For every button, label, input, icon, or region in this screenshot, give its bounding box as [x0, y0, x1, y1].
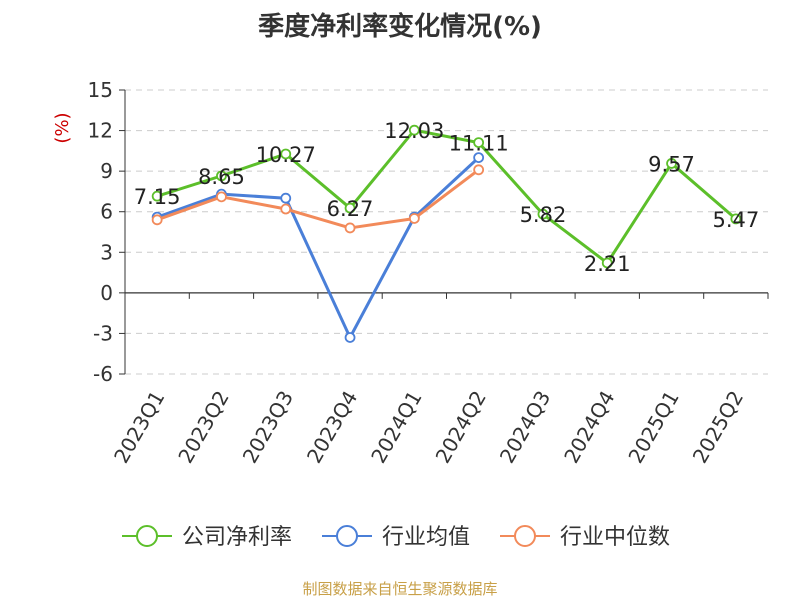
y-tick-label: -3: [93, 321, 113, 345]
chart-title: 季度净利率变化情况(%): [258, 12, 542, 42]
y-tick-label: 0: [100, 281, 113, 305]
series-point: [408, 213, 420, 224]
series-point: [344, 222, 356, 234]
data-label: 10.27: [256, 143, 316, 167]
series-point: [216, 191, 227, 203]
series-point: [280, 148, 292, 160]
legend-label: 行业均值: [382, 525, 470, 550]
x-tick-label: 2024Q1: [366, 387, 426, 468]
y-tick-label: 6: [100, 200, 113, 224]
series-line: [156, 168, 480, 230]
x-tick-label: 2023Q1: [109, 387, 169, 468]
series-lines: [151, 124, 742, 343]
series-point: [730, 213, 742, 225]
series-point: [344, 332, 356, 343]
data-label: 9.57: [648, 152, 695, 176]
series-point: [473, 137, 485, 149]
x-tick-label: 2025Q1: [623, 387, 683, 468]
y-tick-label: 3: [100, 240, 113, 264]
series-point: [216, 170, 227, 182]
legend-label: 行业中位数: [560, 525, 670, 550]
data-label: 8.65: [198, 165, 245, 189]
x-tick-label: 2023Q4: [302, 387, 362, 468]
y-tick-label: 15: [88, 78, 113, 102]
legend-marker: [136, 525, 158, 547]
x-tick-label: 2023Q2: [173, 387, 233, 468]
data-label: 11.11: [449, 132, 509, 156]
legend-marker: [336, 525, 358, 547]
series-point: [151, 190, 163, 202]
series-point: [537, 208, 549, 220]
series-point: [344, 202, 356, 214]
data-label: 6.27: [327, 197, 374, 221]
series-point: [408, 124, 420, 136]
x-tick-label: 2024Q2: [431, 387, 491, 468]
data-label: 12.03: [384, 119, 444, 143]
source-note: 制图数据来自恒生聚源数据库: [302, 580, 498, 598]
data-label: 5.82: [520, 203, 567, 227]
series-point: [280, 192, 292, 204]
x-tick-label: 2023Q3: [238, 387, 298, 468]
series-point: [473, 152, 485, 164]
y-tick-label: 12: [88, 119, 113, 143]
y-axis-label: (%): [52, 112, 73, 143]
series-point: [280, 203, 292, 215]
series-point: [151, 214, 163, 226]
legend-marker: [514, 525, 536, 547]
x-tick-label: 2024Q4: [559, 387, 619, 468]
grid-lines: [125, 89, 768, 375]
y-tick-label: 9: [100, 159, 113, 183]
y-tick-label: -6: [93, 362, 113, 386]
x-tick-label: 2025Q2: [688, 387, 748, 468]
series-line: [156, 156, 480, 339]
series-line: [156, 128, 737, 265]
data-label: 5.47: [712, 208, 759, 232]
series-point: [666, 158, 677, 169]
data-label: 2.21: [584, 252, 631, 276]
legend: 公司净利率 行业均值 行业中位数: [122, 525, 670, 550]
series-point: [601, 257, 613, 269]
x-tick-label: 2024Q3: [495, 387, 555, 468]
data-label: 7.15: [134, 185, 181, 209]
legend-label: 公司净利率: [182, 525, 292, 550]
series-point: [473, 164, 485, 176]
